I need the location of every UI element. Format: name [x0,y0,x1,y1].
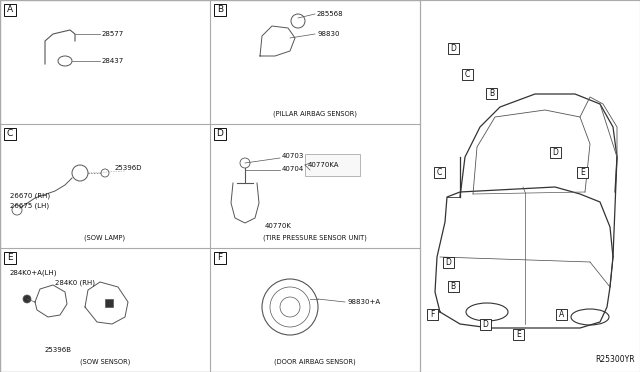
Text: D: D [450,44,456,53]
Text: 40704: 40704 [282,166,304,172]
Text: B: B [217,6,223,15]
Text: B: B [489,89,494,97]
Text: F: F [218,253,223,263]
Text: B: B [451,282,456,291]
Text: D: D [552,148,559,157]
Text: 40770KA: 40770KA [308,162,339,168]
Text: (SOW LAMP): (SOW LAMP) [84,235,125,241]
Text: 285568: 285568 [317,11,344,17]
Text: 98830+A: 98830+A [347,299,380,305]
Text: C: C [436,169,442,177]
Text: E: E [580,169,585,177]
Bar [479,319,491,330]
Bar [420,0,640,372]
Text: D: D [482,320,488,329]
Bar [556,309,568,320]
Text: E: E [7,253,13,263]
Text: 25396B: 25396B [45,347,72,353]
Bar [513,329,524,340]
Text: 98830: 98830 [317,31,339,37]
Circle shape [23,295,31,303]
Bar [447,281,459,292]
Text: C: C [7,129,13,138]
Text: 40770K: 40770K [265,223,292,229]
Bar [577,167,588,179]
Bar [426,309,438,320]
Text: F: F [430,310,434,319]
Bar [214,4,226,16]
Bar [105,299,113,307]
Text: D: D [216,129,223,138]
Text: 40703: 40703 [282,153,305,159]
Bar [4,128,16,140]
Text: 284K0 (RH): 284K0 (RH) [55,280,95,286]
Text: (PILLAR AIRBAG SENSOR): (PILLAR AIRBAG SENSOR) [273,111,357,117]
Bar [433,167,445,179]
Bar [305,154,360,176]
Bar [447,43,459,54]
Text: A: A [559,310,564,319]
Text: 284K0+A(LH): 284K0+A(LH) [10,270,58,276]
Text: E: E [516,330,521,339]
Text: 26670 (RH): 26670 (RH) [10,193,50,199]
Bar [442,257,454,268]
Text: R25300YR: R25300YR [595,355,635,364]
Text: (DOOR AIRBAG SENSOR): (DOOR AIRBAG SENSOR) [274,359,356,365]
Bar [4,4,16,16]
Text: A: A [7,6,13,15]
Text: 26675 (LH): 26675 (LH) [10,203,49,209]
Bar [550,147,561,158]
Bar [486,87,497,99]
Bar [214,128,226,140]
Text: 28577: 28577 [102,31,124,37]
Text: (SOW SENSOR): (SOW SENSOR) [80,359,130,365]
Text: C: C [465,70,470,79]
Bar [461,69,473,80]
Bar [214,252,226,264]
Bar [4,252,16,264]
Text: 28437: 28437 [102,58,124,64]
Text: D: D [445,258,451,267]
Text: (TIRE PRESSURE SENSOR UNIT): (TIRE PRESSURE SENSOR UNIT) [263,235,367,241]
Text: 25396D: 25396D [115,165,143,171]
